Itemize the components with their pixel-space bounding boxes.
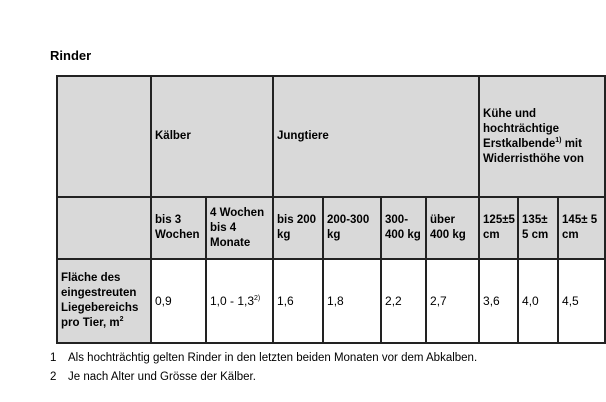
area-table: Kälber Jungtiere Kühe und hochträchtige … [56, 75, 606, 344]
subheader-cell: 300-400 kg [380, 196, 428, 260]
subheader-cell: 125±5 cm [478, 196, 520, 260]
header-row: Kälber Jungtiere Kühe und hochträchtige … [56, 75, 606, 198]
footnote: 1 Als hochträchtig gelten Rinder in den l… [50, 352, 478, 364]
value-cell: 2,2 [380, 258, 428, 344]
section-title: Rinder [50, 48, 92, 63]
value-cell: 2,7 [425, 258, 481, 344]
value-cell: 1,6 [272, 258, 325, 344]
header-kuehe: Kühe und hochträchtige Erstkalbende1) mi… [478, 75, 606, 198]
value-cell: 0,9 [150, 258, 207, 344]
value-cell: 1,0 - 1,32) [204, 258, 275, 344]
subheader-cell: bis 3 Wochen [150, 196, 207, 260]
subheader-cell: 200-300 kg [322, 196, 383, 260]
subheader-cell: bis 200 kg [272, 196, 325, 260]
data-row: Fläche des eingestreuten Liegebereichs p… [56, 258, 606, 344]
header-jungtiere: Jungtiere [272, 75, 481, 198]
subheader-cell: 135± 5 cm [517, 196, 560, 260]
subheader-cell: über 400 kg [425, 196, 481, 260]
subheader-cell: 145± 5 cm [557, 196, 606, 260]
header-kaelber: Kälber [149, 75, 275, 198]
footnote: 2 Je nach Alter und Grösse der Kälber. [50, 371, 256, 383]
empty-corner-cell [56, 75, 152, 198]
row-label: Fläche des eingestreuten Liegebereichs p… [56, 258, 152, 344]
value-cell: 3,6 [478, 258, 520, 344]
subheader-cell: 4 Wochen bis 4 Monate [204, 196, 275, 260]
subheader-row: bis 3 Wochen 4 Wochen bis 4 Monate bis 2… [56, 196, 606, 260]
value-cell: 4,5 [557, 258, 606, 344]
value-cell: 4,0 [517, 258, 560, 344]
empty-subheader-cell [56, 196, 152, 260]
value-cell: 1,8 [322, 258, 383, 344]
footnotes: 1 Als hochträchtig gelten Rinder in den l… [50, 349, 477, 387]
